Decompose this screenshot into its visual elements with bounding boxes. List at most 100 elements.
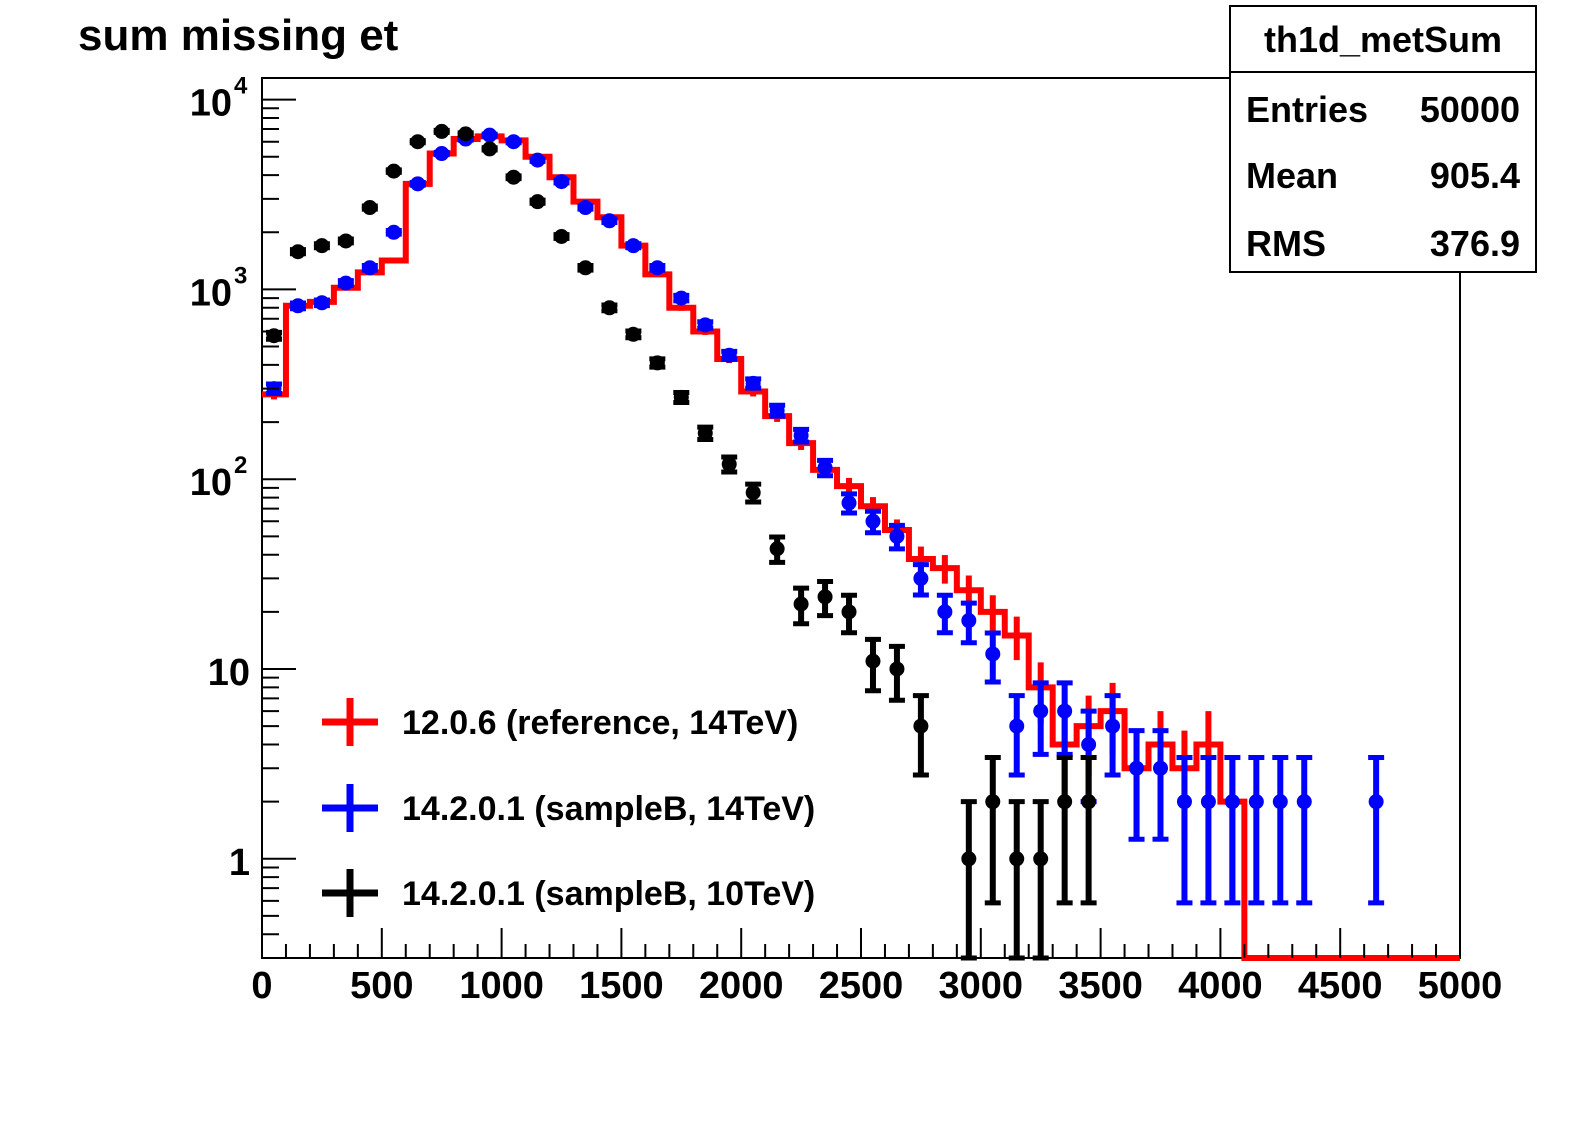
data-point (649, 355, 665, 371)
data-point (913, 718, 929, 734)
stats-mean-label: Mean (1246, 155, 1338, 196)
data-point (1057, 703, 1073, 719)
data-point (865, 653, 881, 669)
x-tick-label: 5000 (1418, 965, 1503, 1007)
data-point (793, 596, 809, 612)
data-point (625, 326, 641, 342)
data-point (1248, 794, 1264, 810)
series-layer (262, 123, 1460, 961)
data-point (769, 403, 785, 419)
data-point (1057, 794, 1073, 810)
data-point (386, 163, 402, 179)
data-point (601, 213, 617, 229)
data-point (745, 375, 761, 391)
data-point (362, 260, 378, 276)
y-tick-label: 10 (190, 462, 232, 504)
data-point (697, 425, 713, 441)
data-point (985, 646, 1001, 662)
data-point (1105, 718, 1121, 734)
data-point (817, 460, 833, 476)
stats-entries-label: Entries (1246, 89, 1368, 130)
data-point (1081, 737, 1097, 753)
data-point (889, 661, 905, 677)
stats-rms-label: RMS (1246, 223, 1326, 264)
data-point (1176, 794, 1192, 810)
data-point (458, 126, 474, 142)
legend: 12.0.6 (reference, 14TeV) 14.2.0.1 (samp… (322, 698, 815, 917)
data-point (601, 300, 617, 316)
data-point (673, 389, 689, 405)
histogram-step-line (262, 133, 1460, 961)
stats-entries-value: 50000 (1420, 89, 1520, 130)
data-point (1272, 794, 1288, 810)
x-tick-label: 1000 (459, 965, 544, 1007)
x-tick-label: 500 (350, 965, 413, 1007)
data-point (554, 174, 569, 190)
y-tick-exponent: 2 (234, 452, 247, 479)
data-point (625, 238, 641, 254)
data-point (1368, 794, 1384, 810)
series-1 (265, 127, 1385, 906)
data-point (577, 260, 593, 276)
legend-label-sampleb-10tev: 14.2.0.1 (sampleB, 10TeV) (402, 875, 815, 913)
data-point (961, 851, 977, 867)
legend-entry-reference: 12.0.6 (reference, 14TeV) (322, 698, 798, 746)
data-point (793, 427, 809, 443)
data-point (985, 794, 1001, 810)
data-point (314, 295, 330, 311)
data-point (1009, 851, 1025, 867)
legend-label-reference: 12.0.6 (reference, 14TeV) (402, 704, 798, 742)
stats-box: th1d_metSum Entries 50000 Mean 905.4 RMS… (1229, 5, 1537, 273)
data-point (1153, 760, 1168, 776)
data-point (290, 298, 306, 314)
data-point (721, 456, 737, 472)
data-point (865, 513, 881, 529)
data-point (434, 123, 450, 139)
x-tick-label: 1500 (579, 965, 664, 1007)
data-point (530, 152, 546, 168)
data-point (1296, 794, 1312, 810)
data-point (338, 275, 354, 291)
data-point (649, 260, 665, 276)
data-point (290, 244, 306, 260)
data-point (841, 495, 857, 511)
y-tick-exponent: 3 (234, 262, 247, 289)
data-point (434, 146, 450, 162)
data-point (913, 570, 929, 586)
x-tick-label: 2000 (699, 965, 784, 1007)
legend-entry-sampleb-14tev: 14.2.0.1 (sampleB, 14TeV) (322, 784, 815, 832)
data-point (266, 328, 282, 344)
data-point (889, 528, 905, 544)
x-tick-label: 3000 (939, 965, 1024, 1007)
legend-entry-sampleb-10tev: 14.2.0.1 (sampleB, 10TeV) (322, 869, 815, 917)
data-point (1129, 760, 1145, 776)
y-tick-label: 10 (208, 652, 250, 694)
data-point (530, 194, 546, 210)
data-point (1081, 794, 1097, 810)
data-point (482, 127, 498, 143)
data-point (841, 604, 857, 620)
y-tick-label: 10 (190, 272, 232, 314)
chart-title: sum missing et (78, 11, 399, 60)
data-point (1009, 718, 1025, 734)
data-point (577, 200, 593, 216)
data-point (697, 317, 713, 333)
data-point (482, 141, 498, 157)
legend-label-sampleb-14tev: 14.2.0.1 (sampleB, 14TeV) (402, 790, 815, 828)
data-point (769, 541, 785, 557)
data-point (410, 134, 426, 150)
data-point (937, 604, 953, 620)
stats-histogram-name: th1d_metSum (1264, 19, 1502, 60)
data-point (721, 347, 737, 363)
stats-rms-value: 376.9 (1430, 223, 1520, 264)
y-tick-label: 10 (190, 83, 232, 125)
data-point (506, 134, 522, 150)
data-point (362, 200, 378, 216)
x-tick-label: 2500 (819, 965, 904, 1007)
data-point (1033, 703, 1049, 719)
axis-layer: 0 500 1000 1500 2000 2500 3000 3500 4000 4500 5000… (190, 73, 1503, 1007)
x-tick-label: 3500 (1058, 965, 1143, 1007)
data-point (386, 224, 402, 240)
data-point (745, 485, 761, 501)
